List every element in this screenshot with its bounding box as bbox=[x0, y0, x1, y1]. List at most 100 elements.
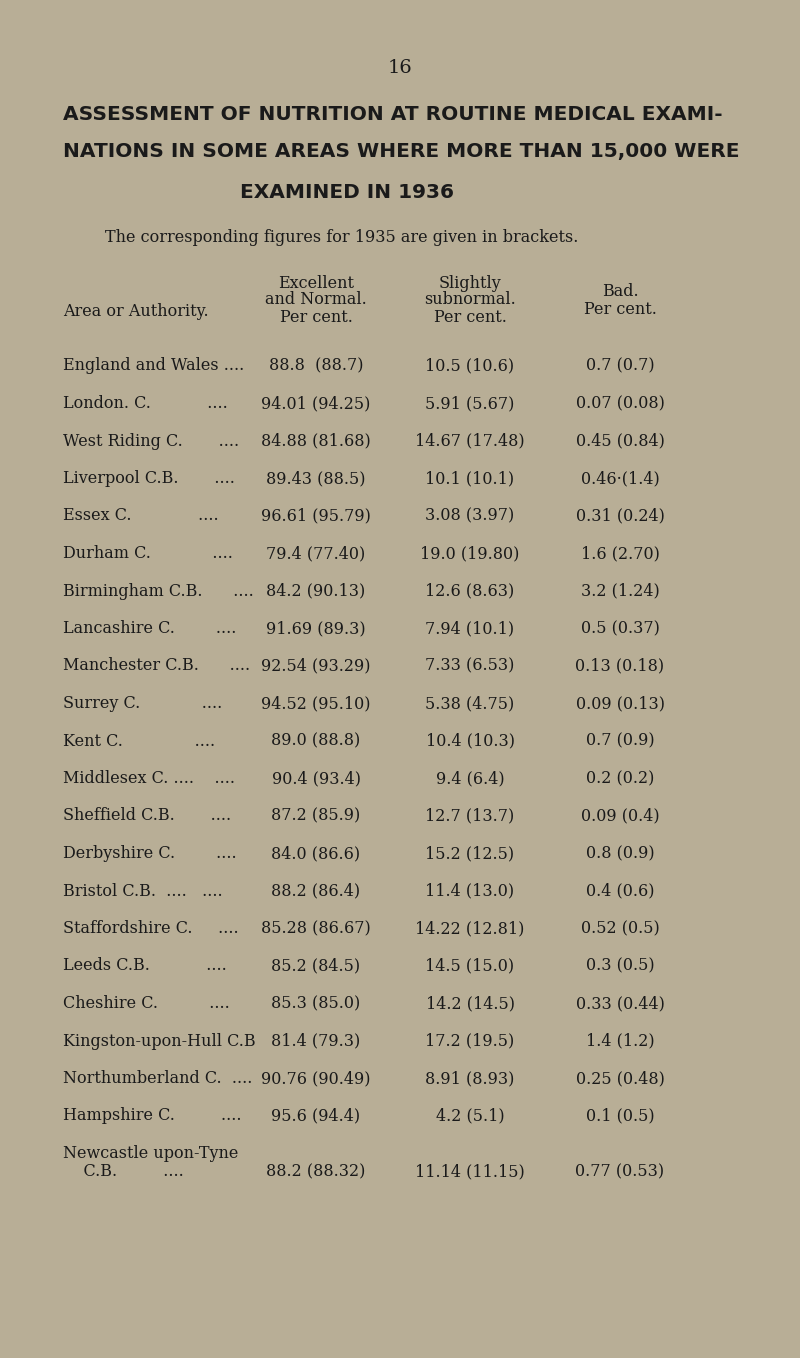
Text: 1.4 (1.2): 1.4 (1.2) bbox=[586, 1032, 654, 1050]
Text: 0.7 (0.7): 0.7 (0.7) bbox=[586, 357, 654, 375]
Text: 14.22 (12.81): 14.22 (12.81) bbox=[415, 919, 525, 937]
Text: 0.1 (0.5): 0.1 (0.5) bbox=[586, 1108, 654, 1124]
Text: Staffordshire C.     ....: Staffordshire C. .... bbox=[63, 919, 238, 937]
Text: 12.7 (13.7): 12.7 (13.7) bbox=[426, 808, 514, 824]
Text: Per cent.: Per cent. bbox=[279, 308, 353, 326]
Text: 19.0 (19.80): 19.0 (19.80) bbox=[420, 545, 520, 562]
Text: C.B.         ....: C.B. .... bbox=[63, 1162, 184, 1180]
Text: London. C.           ....: London. C. .... bbox=[63, 395, 228, 411]
Text: 84.0 (86.6): 84.0 (86.6) bbox=[271, 845, 361, 862]
Text: 0.25 (0.48): 0.25 (0.48) bbox=[575, 1070, 665, 1086]
Text: Sheffield C.B.       ....: Sheffield C.B. .... bbox=[63, 808, 231, 824]
Text: 0.33 (0.44): 0.33 (0.44) bbox=[575, 995, 665, 1012]
Text: 0.07 (0.08): 0.07 (0.08) bbox=[575, 395, 665, 411]
Text: 88.2 (88.32): 88.2 (88.32) bbox=[266, 1162, 366, 1180]
Text: 0.4 (0.6): 0.4 (0.6) bbox=[586, 883, 654, 899]
Text: 84.2 (90.13): 84.2 (90.13) bbox=[266, 583, 366, 599]
Text: 0.09 (0.13): 0.09 (0.13) bbox=[575, 695, 665, 712]
Text: 12.6 (8.63): 12.6 (8.63) bbox=[426, 583, 514, 599]
Text: Northumberland C.  ....: Northumberland C. .... bbox=[63, 1070, 252, 1086]
Text: Bristol C.B.  ....   ....: Bristol C.B. .... .... bbox=[63, 883, 222, 899]
Text: 10.1 (10.1): 10.1 (10.1) bbox=[426, 470, 514, 488]
Text: 14.5 (15.0): 14.5 (15.0) bbox=[426, 957, 514, 975]
Text: 0.2 (0.2): 0.2 (0.2) bbox=[586, 770, 654, 788]
Text: 85.3 (85.0): 85.3 (85.0) bbox=[271, 995, 361, 1012]
Text: 10.4 (10.3): 10.4 (10.3) bbox=[426, 732, 514, 750]
Text: 94.52 (95.10): 94.52 (95.10) bbox=[262, 695, 370, 712]
Text: 5.38 (4.75): 5.38 (4.75) bbox=[426, 695, 514, 712]
Text: Newcastle upon-Tyne: Newcastle upon-Tyne bbox=[63, 1145, 238, 1162]
Text: 88.8  (88.7): 88.8 (88.7) bbox=[269, 357, 363, 375]
Text: 0.31 (0.24): 0.31 (0.24) bbox=[575, 508, 665, 524]
Text: 14.67 (17.48): 14.67 (17.48) bbox=[415, 432, 525, 449]
Text: Excellent: Excellent bbox=[278, 274, 354, 292]
Text: 96.61 (95.79): 96.61 (95.79) bbox=[261, 508, 371, 524]
Text: 0.46·(1.4): 0.46·(1.4) bbox=[581, 470, 659, 488]
Text: 94.01 (94.25): 94.01 (94.25) bbox=[262, 395, 370, 411]
Text: 3.2 (1.24): 3.2 (1.24) bbox=[581, 583, 659, 599]
Text: 87.2 (85.9): 87.2 (85.9) bbox=[271, 808, 361, 824]
Text: 95.6 (94.4): 95.6 (94.4) bbox=[271, 1108, 361, 1124]
Text: Hampshire C.         ....: Hampshire C. .... bbox=[63, 1108, 242, 1124]
Text: 7.94 (10.1): 7.94 (10.1) bbox=[426, 621, 514, 637]
Text: subnormal.: subnormal. bbox=[424, 292, 516, 308]
Text: Derbyshire C.        ....: Derbyshire C. .... bbox=[63, 845, 237, 862]
Text: 0.09 (0.4): 0.09 (0.4) bbox=[581, 808, 659, 824]
Text: 15.2 (12.5): 15.2 (12.5) bbox=[426, 845, 514, 862]
Text: Liverpool C.B.       ....: Liverpool C.B. .... bbox=[63, 470, 235, 488]
Text: 10.5 (10.6): 10.5 (10.6) bbox=[426, 357, 514, 375]
Text: Leeds C.B.           ....: Leeds C.B. .... bbox=[63, 957, 226, 975]
Text: 91.69 (89.3): 91.69 (89.3) bbox=[266, 621, 366, 637]
Text: Cheshire C.          ....: Cheshire C. .... bbox=[63, 995, 230, 1012]
Text: 5.91 (5.67): 5.91 (5.67) bbox=[426, 395, 514, 411]
Text: 9.4 (6.4): 9.4 (6.4) bbox=[436, 770, 504, 788]
Text: 8.91 (8.93): 8.91 (8.93) bbox=[426, 1070, 514, 1086]
Text: Essex C.             ....: Essex C. .... bbox=[63, 508, 218, 524]
Text: 88.2 (86.4): 88.2 (86.4) bbox=[271, 883, 361, 899]
Text: and Normal.: and Normal. bbox=[265, 292, 367, 308]
Text: 16: 16 bbox=[388, 58, 412, 77]
Text: 0.52 (0.5): 0.52 (0.5) bbox=[581, 919, 659, 937]
Text: 84.88 (81.68): 84.88 (81.68) bbox=[261, 432, 371, 449]
Text: 4.2 (5.1): 4.2 (5.1) bbox=[436, 1108, 504, 1124]
Text: 92.54 (93.29): 92.54 (93.29) bbox=[262, 657, 370, 675]
Text: 1.6 (2.70): 1.6 (2.70) bbox=[581, 545, 659, 562]
Text: 81.4 (79.3): 81.4 (79.3) bbox=[271, 1032, 361, 1050]
Text: 3.08 (3.97): 3.08 (3.97) bbox=[426, 508, 514, 524]
Text: ASSESSMENT OF NUTRITION AT ROUTINE MEDICAL EXAMI-: ASSESSMENT OF NUTRITION AT ROUTINE MEDIC… bbox=[63, 105, 722, 124]
Text: 89.43 (88.5): 89.43 (88.5) bbox=[266, 470, 366, 488]
Text: Birmingham C.B.      ....: Birmingham C.B. .... bbox=[63, 583, 254, 599]
Text: Per cent.: Per cent. bbox=[583, 300, 657, 318]
Text: 14.2 (14.5): 14.2 (14.5) bbox=[426, 995, 514, 1012]
Text: 0.8 (0.9): 0.8 (0.9) bbox=[586, 845, 654, 862]
Text: Kingston-upon-Hull C.B: Kingston-upon-Hull C.B bbox=[63, 1032, 256, 1050]
Text: Lancashire C.        ....: Lancashire C. .... bbox=[63, 621, 236, 637]
Text: 0.3 (0.5): 0.3 (0.5) bbox=[586, 957, 654, 975]
Text: Durham C.            ....: Durham C. .... bbox=[63, 545, 233, 562]
Text: West Riding C.       ....: West Riding C. .... bbox=[63, 432, 239, 449]
Text: 0.45 (0.84): 0.45 (0.84) bbox=[575, 432, 665, 449]
Text: 89.0 (88.8): 89.0 (88.8) bbox=[271, 732, 361, 750]
Text: 11.14 (11.15): 11.14 (11.15) bbox=[415, 1162, 525, 1180]
Text: 0.77 (0.53): 0.77 (0.53) bbox=[575, 1162, 665, 1180]
Text: Slightly: Slightly bbox=[438, 274, 502, 292]
Text: 17.2 (19.5): 17.2 (19.5) bbox=[426, 1032, 514, 1050]
Text: 85.2 (84.5): 85.2 (84.5) bbox=[271, 957, 361, 975]
Text: The corresponding figures for 1935 are given in brackets.: The corresponding figures for 1935 are g… bbox=[105, 228, 578, 246]
Text: 79.4 (77.40): 79.4 (77.40) bbox=[266, 545, 366, 562]
Text: Per cent.: Per cent. bbox=[434, 308, 506, 326]
Text: Kent C.              ....: Kent C. .... bbox=[63, 732, 215, 750]
Text: Bad.: Bad. bbox=[602, 284, 638, 300]
Text: Surrey C.            ....: Surrey C. .... bbox=[63, 695, 222, 712]
Text: 11.4 (13.0): 11.4 (13.0) bbox=[426, 883, 514, 899]
Text: 0.5 (0.37): 0.5 (0.37) bbox=[581, 621, 659, 637]
Text: EXAMINED IN 1936: EXAMINED IN 1936 bbox=[240, 182, 454, 201]
Text: 0.7 (0.9): 0.7 (0.9) bbox=[586, 732, 654, 750]
Text: Middlesex C. ....    ....: Middlesex C. .... .... bbox=[63, 770, 235, 788]
Text: 90.76 (90.49): 90.76 (90.49) bbox=[262, 1070, 370, 1086]
Text: Manchester C.B.      ....: Manchester C.B. .... bbox=[63, 657, 250, 675]
Text: 7.33 (6.53): 7.33 (6.53) bbox=[426, 657, 514, 675]
Text: Area or Authority.: Area or Authority. bbox=[63, 303, 209, 320]
Text: 85.28 (86.67): 85.28 (86.67) bbox=[261, 919, 371, 937]
Text: 0.13 (0.18): 0.13 (0.18) bbox=[575, 657, 665, 675]
